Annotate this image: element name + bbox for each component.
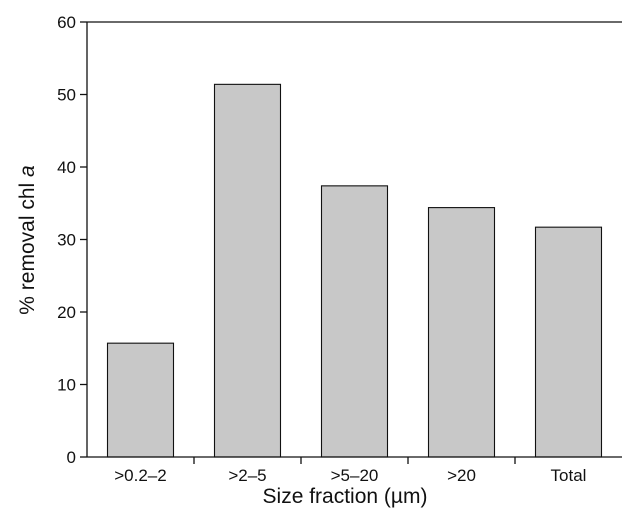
bar — [213, 83, 282, 458]
y-tick-label: 60 — [57, 13, 76, 32]
x-ticks-group: >0.2–2 >2–5 >5–20 >20 Total — [114, 457, 586, 485]
x-tick-label: Total — [551, 466, 587, 485]
bar — [427, 207, 496, 458]
y-tick-label: 50 — [57, 86, 76, 105]
x-tick-label: >2–5 — [228, 466, 266, 485]
bar — [106, 342, 175, 458]
x-axis-title: Size fraction (µm) — [263, 485, 428, 508]
bar — [534, 226, 603, 458]
y-tick-label: 0 — [67, 448, 76, 467]
y-axis-title-text: % removal chl — [16, 177, 39, 315]
x-tick-label: >20 — [447, 466, 476, 485]
y-tick-label: 10 — [57, 376, 76, 395]
bars-group — [106, 83, 603, 458]
y-tick-label: 40 — [57, 158, 76, 177]
y-tick-label: 20 — [57, 303, 76, 322]
y-tick-label: 30 — [57, 231, 76, 250]
bar — [320, 185, 389, 458]
y-axis-title: % removal chl a — [16, 165, 39, 314]
y-ticks-group: 0 10 20 30 40 50 60 — [57, 13, 87, 467]
x-tick-label: >0.2–2 — [114, 466, 166, 485]
y-axis-title-italic: a — [16, 165, 39, 177]
x-tick-label: >5–20 — [331, 466, 379, 485]
